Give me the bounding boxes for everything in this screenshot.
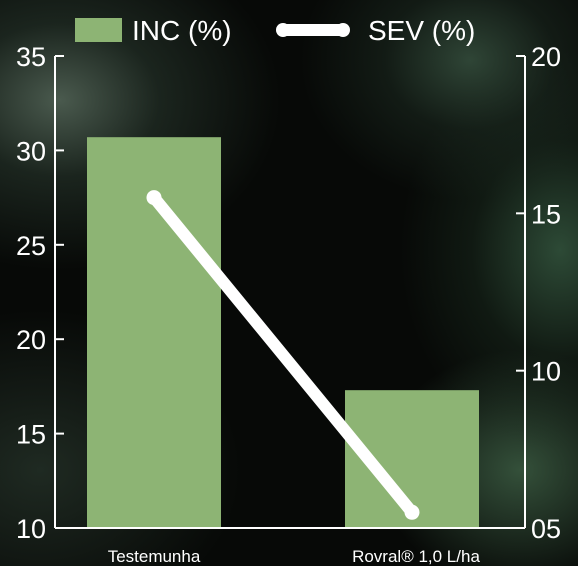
legend-sev-marker-left: [276, 23, 290, 37]
x-category-label: Rovral® 1,0 L/ha: [352, 547, 480, 566]
y-right-tick-label: 05: [531, 514, 561, 544]
x-category-label: Testemunha: [108, 547, 201, 566]
y-left-tick-label: 35: [16, 42, 46, 72]
legend: INC (%) SEV (%): [75, 15, 475, 46]
y-right-tick-label: 15: [531, 199, 561, 229]
legend-inc-swatch: [75, 18, 122, 42]
line-sev: [148, 191, 418, 519]
line-series-layer: [146, 190, 420, 520]
y-left-tick-label: 10: [16, 514, 46, 544]
y-right-tick-label: 10: [531, 357, 561, 387]
y-right-tick-label: 20: [531, 42, 561, 72]
legend-sev-label: SEV (%): [368, 15, 475, 46]
point-sev-0: [146, 190, 162, 206]
y-left-tick-label: 30: [16, 136, 46, 166]
y-left-tick-label: 15: [16, 420, 46, 450]
y-left-tick-label: 25: [16, 231, 46, 261]
y-left-tick-label: 20: [16, 325, 46, 355]
axes-layer: [54, 55, 526, 529]
bars-layer: [87, 137, 479, 528]
legend-sev-marker-right: [336, 23, 350, 37]
legend-inc-label: INC (%): [132, 15, 232, 46]
labels-layer: 10 15 20 25 30 35 05 10 15 20 Testemunha Rovral® 1,…: [16, 42, 561, 566]
point-sev-1: [404, 504, 420, 520]
